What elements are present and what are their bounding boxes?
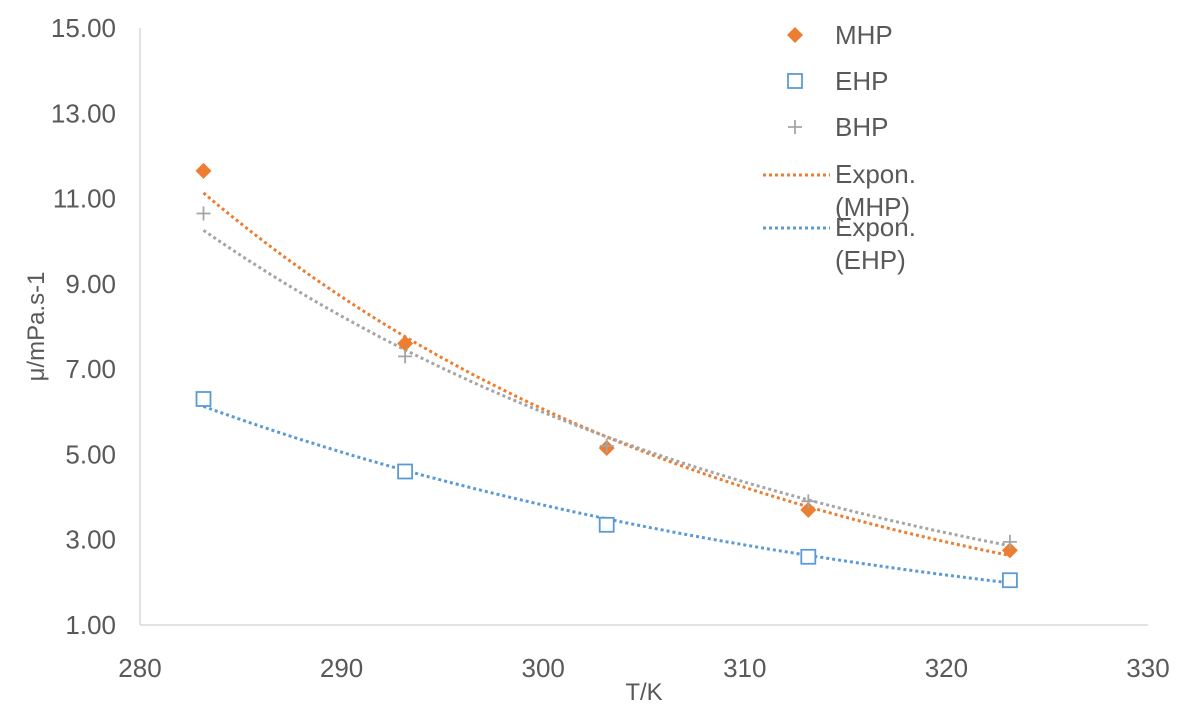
data-point [801,494,816,509]
data-point [195,391,212,407]
y-tick-label: 11.00 [53,184,116,214]
y-tick-label: 9.00 [65,269,116,299]
x-tick-label: 290 [320,653,363,683]
data-point [598,516,615,533]
data-point [1002,572,1018,589]
trendline-ehp [202,404,1011,585]
data-point [398,349,413,364]
data-point [195,162,212,179]
x-axis-label: T/K [625,679,662,706]
y-tick-label: 3.00 [65,525,116,555]
y-tick-label: 13.00 [51,98,116,128]
series-ehp [195,391,1018,589]
data-points [195,162,1018,589]
trendlines [202,191,1011,585]
legend-label: Expon. [835,159,916,189]
legend-label: MHP [835,20,893,50]
legend-marker [787,73,803,89]
data-point [800,501,817,518]
data-point [800,548,817,565]
data-point [196,206,211,221]
y-tick-label: 1.00 [65,610,116,640]
y-tick-label: 7.00 [65,354,116,384]
data-point [599,438,614,453]
y-tick-label: 5.00 [65,439,116,469]
x-tick-label: 310 [723,653,766,683]
legend-label: (MHP) [835,192,910,222]
y-axis-label: μ/mPa.s-1 [23,272,50,382]
trendline-mhp [202,191,1011,557]
data-point [397,335,414,352]
axes [139,28,1148,626]
legend-label: (EHP) [835,245,906,275]
series-bhp [196,206,1017,549]
data-point [397,463,414,480]
y-tick-label: 15.00 [51,13,116,43]
legend-marker [787,27,803,43]
legend-label: BHP [835,112,888,142]
x-tick-labels: 280 290 300 310 320 330 [118,653,1169,683]
y-tick-labels: 1.00 3.00 5.00 7.00 9.00 11.00 13.00 15.00 [51,13,116,640]
x-tick-label: 300 [522,653,565,683]
legend-marker [788,120,802,134]
x-tick-label: 320 [925,653,968,683]
legend-label: Expon. [835,212,916,242]
x-tick-label: 280 [118,653,161,683]
trendline-bhp [202,229,1011,548]
series-mhp [195,162,1018,559]
data-point [1002,534,1017,549]
x-tick-label: 330 [1126,653,1169,683]
legend-label: EHP [835,66,888,96]
data-point [1001,542,1018,559]
